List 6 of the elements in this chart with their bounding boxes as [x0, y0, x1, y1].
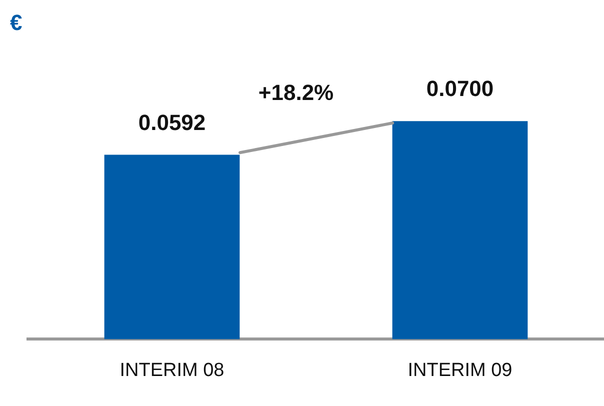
- y-axis-title: €: [10, 10, 22, 36]
- x-tick-label: INTERIM 09: [408, 360, 512, 381]
- x-tick-label: INTERIM 08: [120, 360, 224, 381]
- text: +18.2%: [258, 80, 334, 106]
- data-label: 0.0700: [426, 76, 494, 102]
- data-label: 0.0592: [138, 110, 206, 135]
